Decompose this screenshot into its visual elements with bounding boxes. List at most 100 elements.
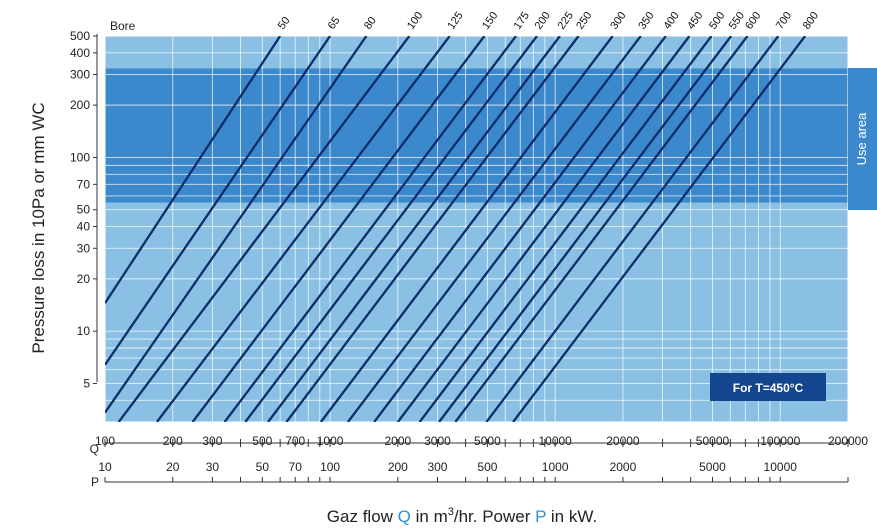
x-label-part-2: in m: [411, 507, 448, 526]
x-label-part-1: Gaz flow: [327, 507, 398, 526]
bore-curve-600: [454, 36, 749, 422]
x-label-p: P: [535, 507, 546, 526]
bore-label-400: 400: [661, 10, 681, 32]
use-area-tab: [848, 68, 877, 210]
bore-label-65: 65: [326, 15, 343, 32]
q-axis: 100 200 300 500 700 1000 2000 3000 5000 10000 2000…: [90, 434, 869, 456]
y-tick-label: 5: [83, 376, 90, 390]
x-axis-label: Gaz flow Q in m3/hr. Power P in kW.: [327, 506, 597, 526]
bore-label-250: 250: [574, 10, 594, 32]
q-tick-label: 300: [202, 434, 222, 448]
bore-title: Bore: [110, 19, 136, 33]
x-label-part-3: /hr. Power: [454, 507, 535, 526]
bore-curve-65: [105, 36, 332, 366]
q-tick-label: 3000: [424, 434, 451, 448]
p-axis: 10 20 30 50 70 100 200 300 500 1000 2000 5000 10000 P: [91, 460, 849, 489]
p-tick-label: 100: [320, 460, 340, 474]
y-tick-label: 100: [70, 150, 90, 164]
q-tick-label: 200000: [828, 434, 868, 448]
bore-curve-450: [396, 36, 691, 422]
use-area-band: [105, 68, 848, 203]
bore-curve-400: [373, 36, 667, 422]
y-tick-label: 20: [77, 272, 91, 286]
bore-curve-100: [117, 36, 411, 422]
p-tick-label: 50: [256, 460, 270, 474]
q-axis-name: Q: [90, 442, 99, 456]
y-tick-label: 300: [70, 68, 90, 82]
q-tick-label: 50000: [696, 434, 730, 448]
plot-frame: [104, 35, 849, 423]
p-tick-label: 70: [289, 460, 303, 474]
bore-label-100: 100: [405, 10, 425, 32]
bore-label-80: 80: [362, 15, 379, 32]
y-axis: 5 10 20 30 40 50 70 100 200 300 400 500: [70, 29, 98, 390]
bore-label-500: 500: [707, 10, 727, 32]
y-tick-label: 10: [77, 324, 91, 338]
q-tick-label: 100000: [760, 434, 800, 448]
bore-label-200: 200: [533, 10, 553, 32]
bore-curve-200: [244, 36, 538, 422]
q-tick-label: 700: [285, 434, 305, 448]
bore-curve-125: [155, 36, 451, 422]
q-tick-label: 1000: [317, 434, 344, 448]
q-tick-label: 20000: [606, 434, 640, 448]
p-tick-label: 10000: [764, 460, 798, 474]
y-tick-label: 40: [77, 220, 91, 234]
bore-curve-350: [346, 36, 642, 422]
q-tick-label: 10000: [538, 434, 572, 448]
bore-curve-225: [267, 36, 561, 422]
p-tick-label: 1000: [542, 460, 569, 474]
bore-curve-175: [223, 36, 517, 422]
p-tick-label: 10: [98, 460, 112, 474]
y-tick-label: 200: [70, 98, 90, 112]
bore-curve-700: [485, 36, 780, 422]
x-label-superscript: 3: [448, 506, 454, 518]
bore-curve-500: [418, 36, 713, 422]
y-tick-label: 500: [70, 29, 90, 43]
x-label-q: Q: [398, 507, 411, 526]
bore-label-175: 175: [512, 10, 532, 32]
bore-label-450: 450: [685, 10, 705, 32]
x-label-part-4: in kW.: [546, 507, 597, 526]
bore-label-600: 600: [743, 10, 763, 32]
bore-curve-250: [285, 36, 580, 422]
grid-lines: [104, 35, 849, 423]
bore-label-150: 150: [480, 10, 500, 32]
p-tick-label: 5000: [699, 460, 726, 474]
use-area-label: Use area: [854, 112, 869, 166]
temperature-note-box: [710, 373, 826, 401]
temperature-note: For T=450°C: [733, 381, 804, 395]
bore-curve-300: [319, 36, 614, 422]
bore-label-225: 225: [556, 10, 576, 32]
q-tick-label: 2000: [384, 434, 411, 448]
p-tick-label: 30: [206, 460, 220, 474]
p-tick-label: 20: [166, 460, 180, 474]
bore-label-125: 125: [445, 10, 465, 32]
bore-label-50: 50: [276, 15, 293, 32]
y-tick-label: 400: [70, 46, 90, 60]
q-tick-label: 200: [163, 434, 183, 448]
p-tick-label: 200: [388, 460, 408, 474]
q-tick-label: 100: [95, 434, 115, 448]
p-tick-label: 300: [427, 460, 447, 474]
bore-curve-800: [512, 36, 807, 422]
y-tick-label: 50: [77, 203, 91, 217]
bore-label-350: 350: [636, 10, 656, 32]
q-tick-label: 5000: [474, 434, 501, 448]
bore-label-700: 700: [774, 10, 794, 32]
y-axis-label: Pressure loss in 10Pa or mm WC: [29, 102, 48, 353]
bore-curve-80: [105, 36, 368, 414]
bore-curve-550: [438, 36, 733, 422]
p-axis-name: P: [91, 475, 99, 489]
bore-curves: [105, 36, 807, 422]
y-tick-label: 70: [77, 177, 91, 191]
bore-label-800: 800: [801, 10, 821, 32]
p-tick-label: 500: [477, 460, 497, 474]
bore-curve-50: [105, 36, 282, 304]
bore-label-550: 550: [727, 10, 747, 32]
p-tick-label: 2000: [610, 460, 637, 474]
y-tick-label: 30: [77, 241, 91, 255]
